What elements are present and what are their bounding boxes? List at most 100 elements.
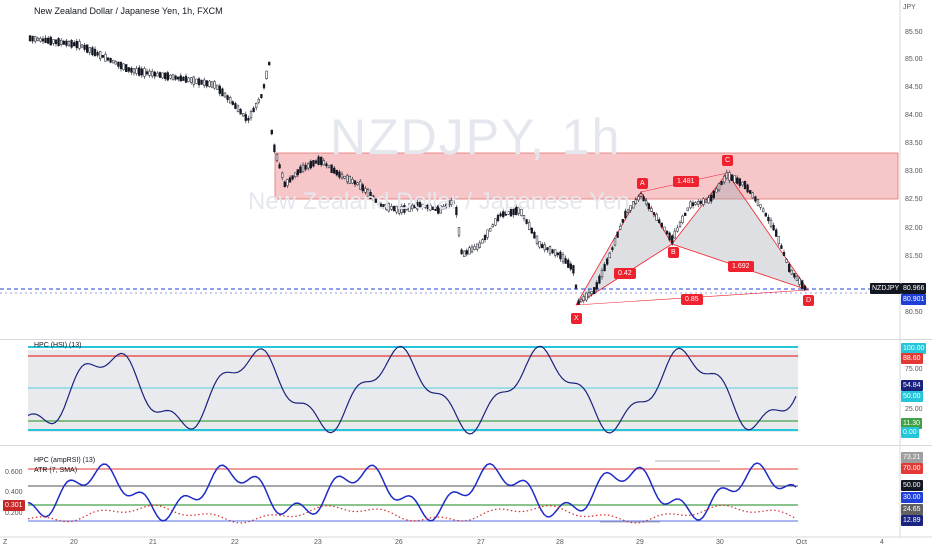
candle-body <box>338 171 341 178</box>
candle-body <box>47 37 50 44</box>
candle-body <box>468 247 471 255</box>
candle-body <box>80 44 84 48</box>
candle-body <box>418 202 422 208</box>
candle-body <box>642 196 645 202</box>
candle-body <box>83 44 86 50</box>
candle-body <box>616 231 619 238</box>
candle-body <box>730 174 734 181</box>
hsi-tick: 75.00 <box>905 366 923 373</box>
date-tick: Oct <box>796 539 807 546</box>
candle-body <box>595 282 598 290</box>
candle-body <box>49 36 52 46</box>
date-tick: 20 <box>70 539 78 546</box>
candle-body <box>158 72 162 78</box>
candle-body <box>307 163 310 169</box>
candle-body <box>239 109 242 115</box>
hsi-tag: 100.00 <box>901 343 927 354</box>
candle-body <box>494 218 497 226</box>
candle-body <box>442 206 445 210</box>
candle-body <box>327 165 331 169</box>
candle-body <box>169 74 172 79</box>
candle-body <box>541 244 544 249</box>
pane-separator[interactable] <box>0 339 932 340</box>
price-tick: 82.50 <box>905 196 923 203</box>
candle-body <box>424 205 427 208</box>
candle-body <box>470 246 474 253</box>
candle-body <box>190 77 193 83</box>
candle-body <box>148 70 151 76</box>
pane-separator[interactable] <box>0 445 932 446</box>
candle-body <box>533 231 536 239</box>
candle-body <box>242 113 245 117</box>
candle-body <box>278 164 281 169</box>
candle-body <box>780 245 783 249</box>
candle-body <box>629 205 632 211</box>
candle-body <box>145 71 149 75</box>
amprsi-tag: 30.00 <box>901 492 923 503</box>
watermark-name: New Zealand Dollar / Japanese Yen <box>248 188 630 215</box>
hsi-title[interactable]: HPC (HSI) (13) <box>34 342 82 349</box>
candle-body <box>759 204 762 208</box>
price-tick: 83.00 <box>905 168 923 175</box>
candle-body <box>268 61 271 66</box>
candle-body <box>590 291 593 294</box>
candle-body <box>28 35 32 42</box>
candle-body <box>179 75 182 82</box>
candle-body <box>247 118 250 121</box>
candle-body <box>398 205 401 214</box>
candle-body <box>39 37 42 42</box>
hsi-tag: 88.60 <box>901 353 923 364</box>
candle-body <box>257 99 260 103</box>
candle-body <box>512 208 515 216</box>
candle-body <box>426 204 429 210</box>
watermark-symbol: NZDJPY, 1h <box>330 109 622 165</box>
amprsi-title[interactable]: HPC (ampRSI) (13) <box>34 457 96 464</box>
candle-body <box>197 78 201 86</box>
candle-body <box>288 177 292 183</box>
candle-body <box>395 205 398 213</box>
hsi-tag: 11.30 <box>901 418 922 429</box>
date-tick: 23 <box>314 539 322 546</box>
candle-body <box>166 72 169 81</box>
candle-body <box>751 192 754 199</box>
candle-body <box>143 68 146 77</box>
currency-label: JPY <box>903 4 916 11</box>
candle-body <box>236 105 240 113</box>
candle-body <box>78 41 81 49</box>
atr-title[interactable]: ATR (7, SMA) <box>34 467 78 474</box>
candle-body <box>244 114 247 121</box>
candle-body <box>44 37 47 43</box>
candle-body <box>481 239 484 244</box>
candle-body <box>525 219 528 224</box>
candle-body <box>140 68 143 76</box>
candle-body <box>582 296 585 301</box>
candle-body <box>702 198 705 205</box>
candle-body <box>769 219 773 227</box>
candle-body <box>743 181 747 189</box>
hsi-tag: 50.00 <box>901 391 923 402</box>
candle-body <box>793 273 796 278</box>
candle-body <box>801 280 804 289</box>
candle-body <box>647 203 650 210</box>
pattern-point-x: X <box>571 313 582 324</box>
candle-body <box>554 249 557 256</box>
candle-body <box>286 179 289 186</box>
candle-body <box>411 204 414 210</box>
candle-body <box>31 35 34 42</box>
candle-body <box>281 172 284 178</box>
amprsi-tag: 24.65 <box>901 504 923 515</box>
candle-body <box>429 204 432 211</box>
candle-body <box>684 212 687 216</box>
candle-body <box>764 212 767 217</box>
candle-body <box>795 275 799 281</box>
candle-body <box>668 232 671 241</box>
candle-body <box>104 53 107 62</box>
candle-body <box>663 226 666 231</box>
candle-body <box>624 210 627 219</box>
candle-body <box>226 95 229 100</box>
candle-body <box>249 111 253 119</box>
candle-body <box>174 75 177 80</box>
candle-body <box>379 203 383 207</box>
candle-body <box>478 242 481 248</box>
